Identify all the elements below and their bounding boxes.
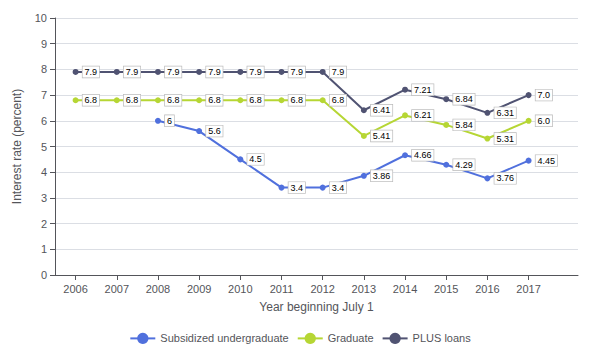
svg-text:2006: 2006 (63, 283, 87, 295)
svg-text:Graduate: Graduate (328, 332, 374, 344)
svg-text:6.8: 6.8 (332, 95, 345, 105)
svg-text:Year beginning July 1: Year beginning July 1 (259, 300, 374, 314)
svg-text:7.9: 7.9 (167, 67, 180, 77)
svg-text:6: 6 (41, 115, 47, 127)
svg-text:7.9: 7.9 (126, 67, 139, 77)
svg-text:5: 5 (41, 141, 47, 153)
svg-text:3.76: 3.76 (496, 173, 514, 183)
svg-text:7.0: 7.0 (538, 90, 551, 100)
svg-text:2016: 2016 (475, 283, 499, 295)
svg-text:3: 3 (41, 192, 47, 204)
svg-text:5.84: 5.84 (455, 120, 473, 130)
svg-text:3.4: 3.4 (290, 183, 303, 193)
svg-text:3.4: 3.4 (332, 183, 345, 193)
svg-text:6.0: 6.0 (538, 116, 551, 126)
svg-text:6.8: 6.8 (290, 95, 303, 105)
svg-text:8: 8 (41, 63, 47, 75)
svg-text:7: 7 (41, 89, 47, 101)
svg-text:2: 2 (41, 218, 47, 230)
svg-text:3.86: 3.86 (373, 171, 391, 181)
svg-text:7.9: 7.9 (290, 67, 303, 77)
svg-text:7.21: 7.21 (414, 85, 432, 95)
svg-text:4.5: 4.5 (249, 154, 262, 164)
svg-text:7.9: 7.9 (85, 67, 98, 77)
svg-text:9: 9 (41, 38, 47, 50)
svg-text:2010: 2010 (228, 283, 252, 295)
svg-text:1: 1 (41, 243, 47, 255)
svg-text:2007: 2007 (105, 283, 129, 295)
svg-text:4: 4 (41, 166, 47, 178)
svg-text:5.6: 5.6 (208, 126, 221, 136)
svg-text:6.21: 6.21 (414, 110, 432, 120)
svg-text:7.9: 7.9 (208, 67, 221, 77)
svg-text:4.29: 4.29 (455, 160, 473, 170)
svg-text:Subsidized undergraduate: Subsidized undergraduate (160, 332, 288, 344)
svg-text:6.84: 6.84 (455, 94, 473, 104)
svg-text:6.31: 6.31 (496, 108, 514, 118)
svg-text:6.41: 6.41 (373, 105, 391, 115)
svg-text:7.9: 7.9 (332, 67, 345, 77)
svg-text:2015: 2015 (434, 283, 458, 295)
svg-text:PLUS loans: PLUS loans (413, 332, 472, 344)
svg-text:5.41: 5.41 (373, 131, 391, 141)
svg-text:6.8: 6.8 (249, 95, 262, 105)
svg-text:10: 10 (35, 12, 47, 24)
svg-text:2012: 2012 (310, 283, 334, 295)
svg-text:Interest rate (percent): Interest rate (percent) (10, 89, 24, 204)
svg-text:2017: 2017 (516, 283, 540, 295)
svg-text:7.9: 7.9 (249, 67, 262, 77)
svg-text:2008: 2008 (146, 283, 170, 295)
svg-text:5.31: 5.31 (496, 134, 514, 144)
svg-text:4.45: 4.45 (538, 156, 556, 166)
svg-text:2009: 2009 (187, 283, 211, 295)
svg-text:0: 0 (41, 269, 47, 281)
svg-text:6.8: 6.8 (85, 95, 98, 105)
svg-text:2013: 2013 (352, 283, 376, 295)
svg-text:2014: 2014 (393, 283, 417, 295)
svg-text:6.8: 6.8 (167, 95, 180, 105)
svg-text:6.8: 6.8 (126, 95, 139, 105)
svg-text:2011: 2011 (270, 283, 294, 295)
svg-text:6: 6 (167, 116, 172, 126)
svg-text:6.8: 6.8 (208, 95, 221, 105)
svg-text:4.66: 4.66 (414, 150, 432, 160)
